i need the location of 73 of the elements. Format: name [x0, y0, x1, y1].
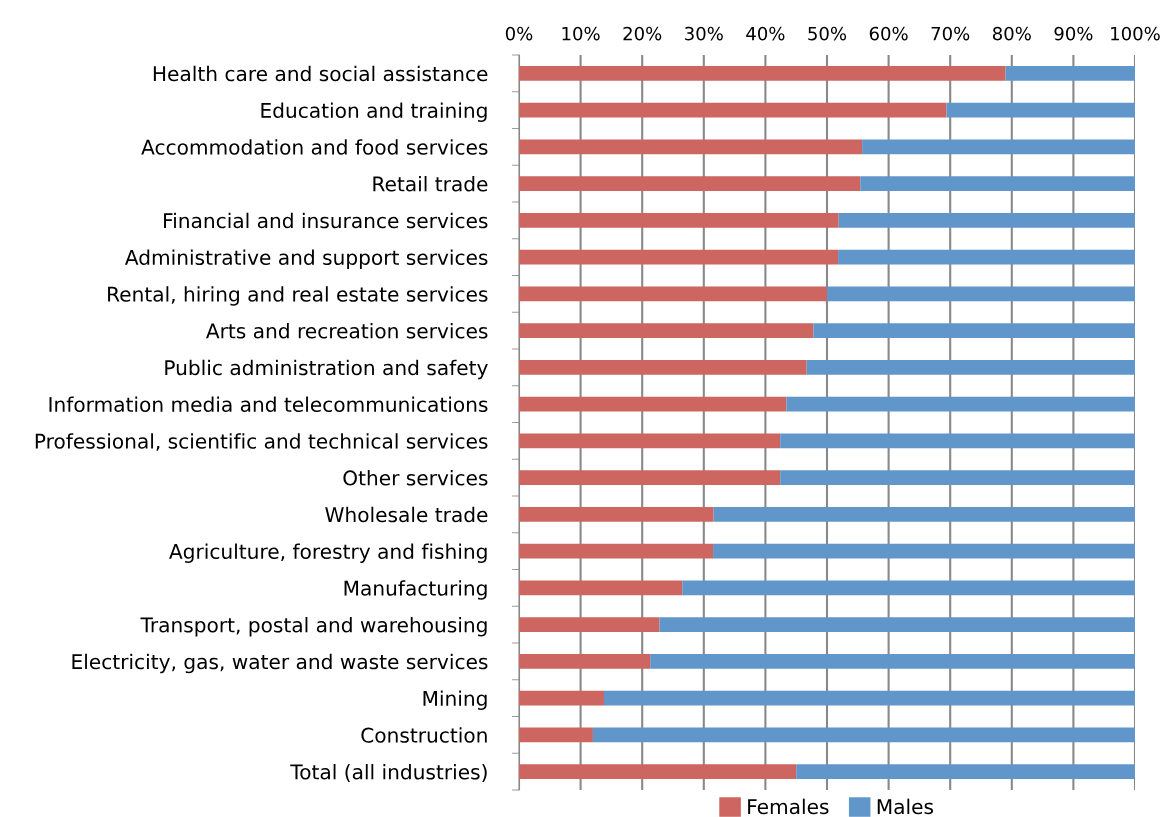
bar — [713, 507, 1135, 522]
y-tick-label: Transport, postal and warehousing — [140, 616, 487, 637]
bar — [796, 764, 1135, 779]
x-tick-label: 60% — [869, 26, 908, 41]
bar — [519, 433, 781, 449]
x-tick-label: 20% — [623, 26, 662, 41]
bar — [519, 470, 781, 485]
bar — [838, 249, 1135, 265]
bar — [604, 690, 1135, 706]
y-tick-label: Financial and insurance services — [164, 212, 488, 229]
y-tick-label: Accommodation and food services — [141, 139, 488, 155]
y-tick-label: Construction — [361, 727, 487, 743]
bar — [806, 360, 1135, 375]
y-tick-label: Retail trade — [373, 175, 488, 192]
bar — [946, 102, 1135, 118]
bar — [786, 396, 1135, 412]
x-tick-label: 30% — [685, 26, 723, 41]
y-tick-label: Public administration and safety — [165, 359, 488, 380]
bar — [519, 66, 1006, 81]
bar — [519, 139, 863, 155]
x-tick-label: 40% — [746, 26, 785, 41]
bar — [713, 543, 1135, 559]
y-tick-label: Professional, scientific and technical services — [35, 433, 488, 451]
bar — [519, 249, 839, 265]
x-tick-label: 80% — [992, 26, 1031, 41]
y-tick-label: Agriculture, forestry and fishing — [169, 543, 487, 563]
bar — [813, 323, 1135, 338]
x-tick-label: 100% — [1111, 26, 1160, 41]
bar — [682, 580, 1135, 596]
bar — [519, 507, 714, 522]
y-tick-label: Manufacturing — [344, 580, 487, 600]
y-tick-label: Arts and recreation services — [206, 322, 488, 339]
bar — [519, 654, 651, 669]
bar — [519, 617, 660, 632]
bar — [780, 433, 1135, 449]
bar — [860, 176, 1135, 191]
bar — [519, 543, 714, 559]
bar — [838, 213, 1135, 228]
bar — [862, 139, 1135, 155]
bar — [519, 727, 593, 743]
bar — [1005, 66, 1135, 81]
y-tick-label: Electricity, gas, water and waste services — [72, 653, 488, 674]
y-tick-label: Other services — [343, 469, 488, 486]
legend-label: Females — [748, 798, 829, 815]
bar — [659, 617, 1135, 632]
bar — [519, 764, 797, 779]
y-tick-label: Information media and telecommunications — [49, 396, 488, 413]
legend-label: Males — [877, 798, 934, 815]
bar — [519, 176, 861, 191]
y-tick-label: Wholesale trade — [325, 506, 488, 523]
x-tick-label: 10% — [562, 26, 600, 41]
bar — [650, 654, 1135, 669]
x-tick-label: 50% — [808, 26, 847, 41]
x-tick-label: 0% — [505, 26, 533, 41]
bar — [519, 213, 839, 228]
bar — [519, 102, 947, 118]
x-tick-label: 70% — [931, 26, 970, 41]
x-tick-label: 90% — [1054, 26, 1093, 41]
y-tick-label: Mining — [423, 690, 487, 710]
bar — [592, 727, 1135, 743]
y-tick-label: Rental, hiring and real estate services — [108, 286, 488, 306]
bar — [827, 286, 1135, 302]
y-tick-label: Education and training — [261, 102, 487, 122]
bar — [519, 396, 787, 412]
bar — [780, 470, 1135, 485]
bar — [519, 360, 807, 375]
bar — [519, 690, 605, 706]
y-tick-label: Administrative and support services — [124, 249, 488, 269]
bar — [519, 323, 814, 338]
bar — [519, 286, 827, 302]
bar — [519, 580, 683, 596]
y-tick-label: Total (all industries) — [290, 763, 487, 782]
y-tick-label: Health care and social assistance — [153, 65, 488, 82]
